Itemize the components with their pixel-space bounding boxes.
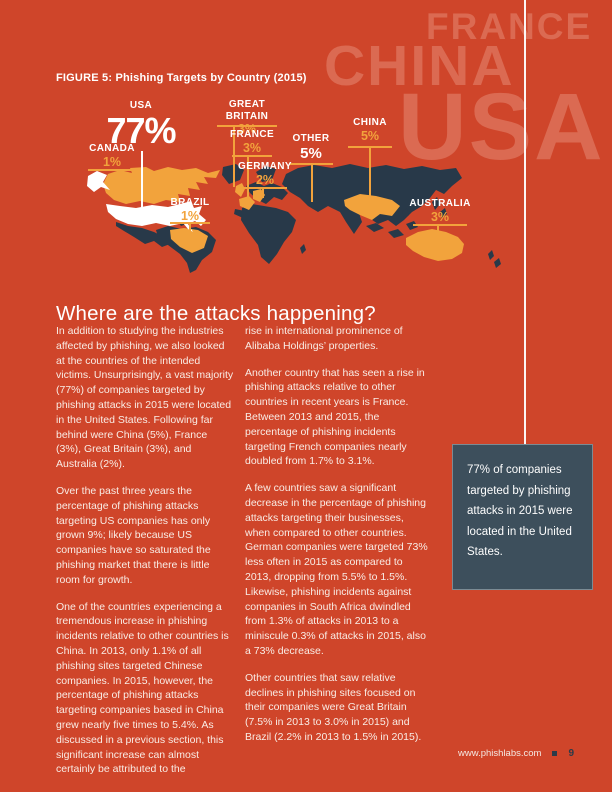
leader-china-v bbox=[369, 146, 371, 206]
vertical-rule bbox=[524, 0, 526, 446]
page-number: 9 bbox=[568, 748, 574, 759]
page-footer: www.phishlabs.com 9 bbox=[458, 748, 574, 759]
leader-brazil-v bbox=[189, 222, 191, 240]
leader-france-v bbox=[247, 155, 249, 200]
map-label-australia: AUSTRALIA 3% bbox=[409, 198, 471, 224]
leader-germany-v bbox=[262, 187, 264, 198]
map-new-zealand bbox=[488, 250, 501, 268]
section-heading: Where are the attacks happening? bbox=[56, 301, 376, 325]
map-indonesia bbox=[366, 221, 418, 238]
map-usa bbox=[106, 201, 206, 232]
paragraph: In addition to studying the industries a… bbox=[56, 325, 234, 471]
map-uk bbox=[235, 183, 245, 197]
leader-great-britain-h bbox=[217, 125, 277, 127]
map-madagascar bbox=[300, 244, 306, 254]
map-label-usa: USA 77% bbox=[106, 100, 176, 151]
map-label-brazil: BRAZIL 1% bbox=[170, 197, 210, 223]
map-scandinavia bbox=[256, 166, 276, 182]
callout-box: 77% of companies targeted by phishing at… bbox=[452, 444, 593, 590]
leader-usa bbox=[141, 151, 143, 207]
map-label-canada: CANADA 1% bbox=[89, 143, 135, 169]
paragraph: Another country that has seen a rise in … bbox=[245, 366, 425, 468]
map-label-france: FRANCE 3% bbox=[229, 129, 275, 155]
map-label-china: CHINA 5% bbox=[353, 117, 387, 143]
paragraph: Other countries that saw relative declin… bbox=[245, 671, 422, 743]
leader-germany-h bbox=[243, 187, 287, 189]
map-mexico-central-america bbox=[116, 222, 170, 247]
map-australia bbox=[406, 229, 464, 261]
figure-title: FIGURE 5: Phishing Targets by Country (2… bbox=[56, 72, 307, 84]
leader-canada-h bbox=[88, 169, 136, 171]
leader-australia-h bbox=[413, 224, 467, 226]
watermark-usa: USA bbox=[398, 74, 605, 180]
map-philippines bbox=[402, 208, 409, 219]
map-alaska bbox=[87, 171, 110, 192]
leader-other-v bbox=[311, 163, 313, 202]
paragraph: Over the past three years the percentage… bbox=[56, 484, 211, 586]
map-brazil bbox=[170, 228, 208, 253]
map-france bbox=[239, 196, 255, 210]
map-label-germany: GERMANY 2% bbox=[238, 161, 292, 187]
footer-bullet-icon bbox=[552, 751, 558, 756]
leader-france-h bbox=[232, 155, 272, 157]
paragraph: One of the countries experiencing a trem… bbox=[56, 600, 229, 776]
map-africa bbox=[241, 204, 296, 264]
map-japan bbox=[432, 197, 447, 218]
footer-url-link[interactable]: www.phishlabs.com bbox=[458, 748, 542, 759]
leader-australia-v bbox=[437, 224, 439, 246]
leader-canada-v bbox=[134, 169, 136, 181]
paragraph: A few countries saw a significant decrea… bbox=[245, 482, 428, 657]
watermark-china: CHINA bbox=[324, 34, 515, 98]
map-china bbox=[344, 194, 400, 220]
body-column-right: rise in international prominence of Alib… bbox=[245, 324, 429, 757]
map-label-other: OTHER 5% bbox=[292, 133, 330, 162]
callout-text: 77% of companies targeted by phishing at… bbox=[467, 464, 573, 558]
map-label-great-britain: GREAT BRITAIN 3% bbox=[225, 99, 269, 136]
watermark-france: FRANCE bbox=[426, 6, 593, 47]
paragraph: rise in international prominence of Alib… bbox=[245, 325, 403, 352]
map-canada bbox=[103, 167, 220, 204]
body-column-left: In addition to studying the industries a… bbox=[56, 324, 234, 789]
